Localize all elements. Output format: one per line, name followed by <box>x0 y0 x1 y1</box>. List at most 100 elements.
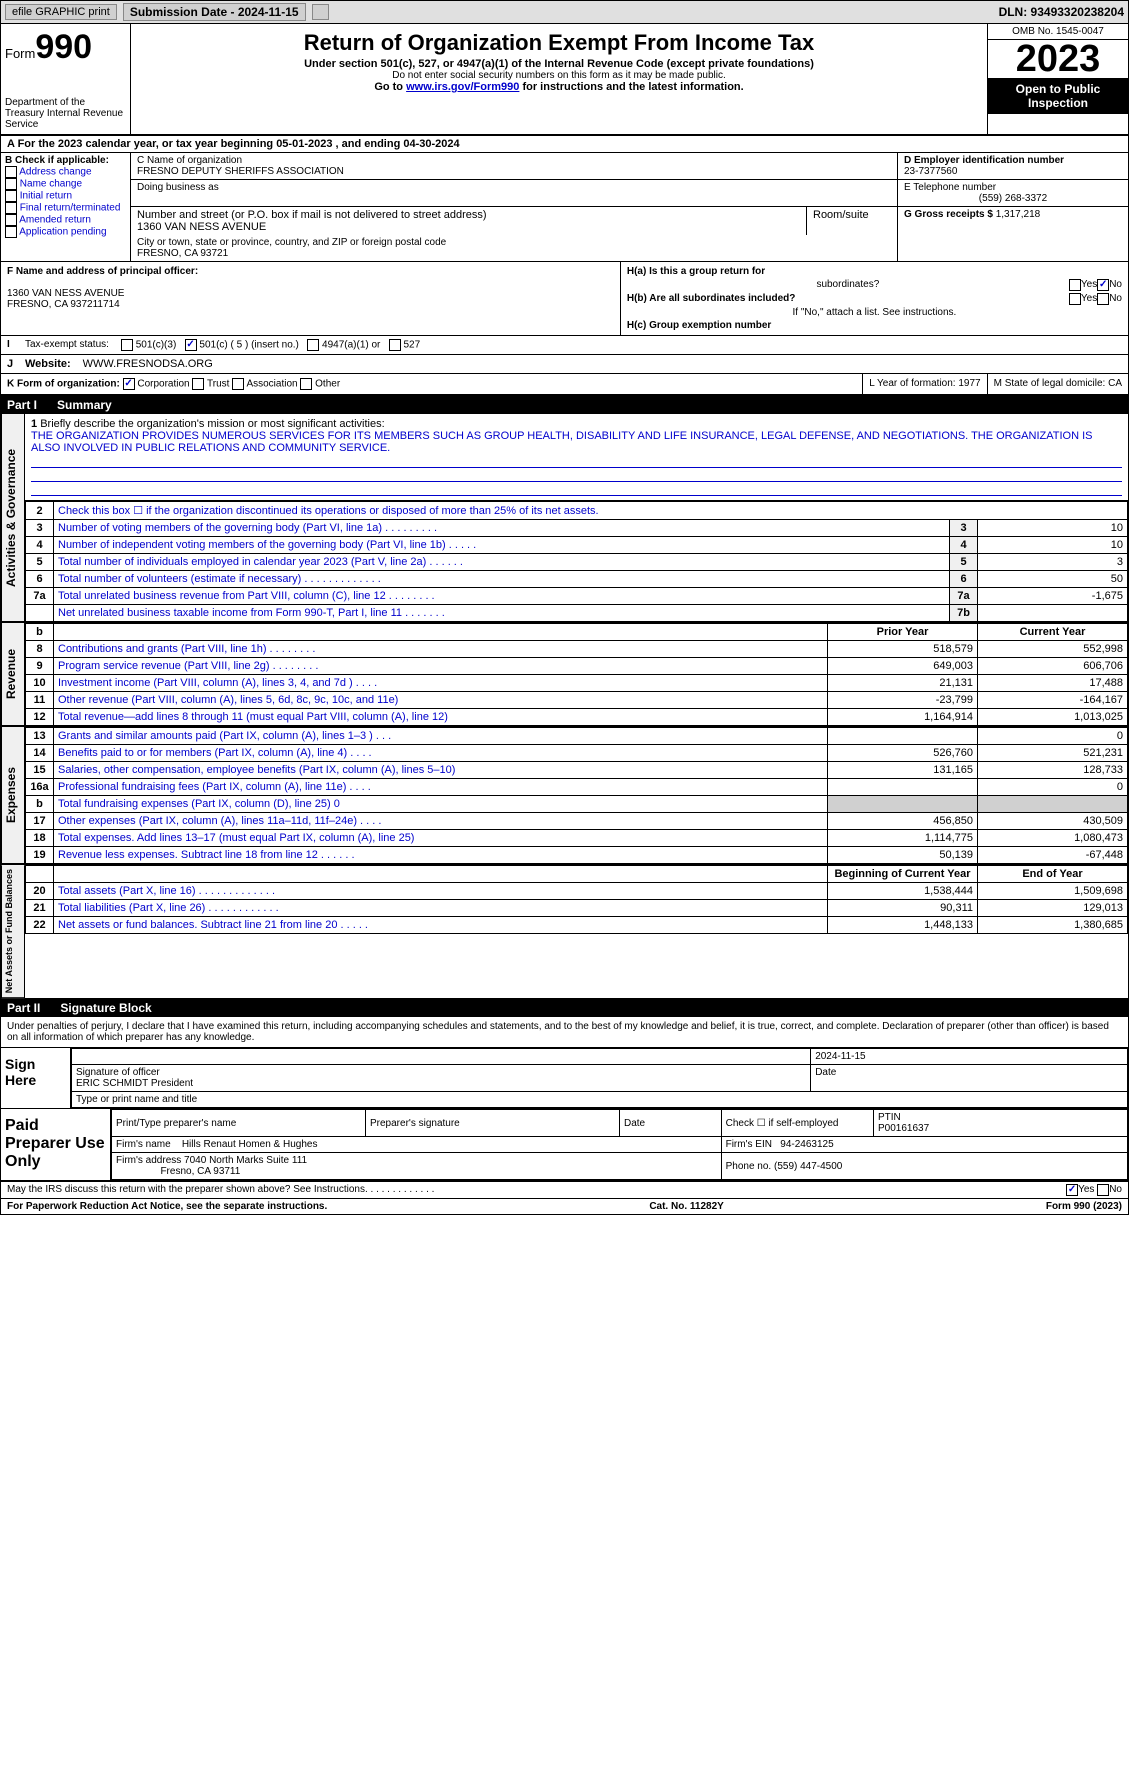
year-formation: L Year of formation: 1977 <box>862 374 986 394</box>
tax-year: 2023 <box>988 40 1128 78</box>
street: 1360 VAN NESS AVENUE <box>137 221 266 233</box>
form-header: Form990 Department of the Treasury Inter… <box>1 24 1128 136</box>
part1-header: Part I Summary <box>1 396 1128 414</box>
cb-501c[interactable]: ✓ <box>185 339 197 351</box>
mission: 1 Briefly describe the organization's mi… <box>25 414 1128 501</box>
discuss-row: May the IRS discuss this return with the… <box>1 1182 1128 1199</box>
cb-discuss-no[interactable] <box>1097 1184 1109 1196</box>
vtab-rev: Revenue <box>1 623 25 726</box>
table-row: 4Number of independent voting members of… <box>26 537 1128 554</box>
rev-section: Revenue bPrior YearCurrent Year 8Contrib… <box>1 623 1128 727</box>
table-row: 10Investment income (Part VIII, column (… <box>26 675 1128 692</box>
row-k: K Form of organization: ✓ Corporation Tr… <box>1 374 1128 396</box>
table-row: 17Other expenses (Part IX, column (A), l… <box>26 813 1128 830</box>
table-row: 19Revenue less expenses. Subtract line 1… <box>26 847 1128 864</box>
table-row: 7aTotal unrelated business revenue from … <box>26 588 1128 605</box>
table-row: 6Total number of volunteers (estimate if… <box>26 571 1128 588</box>
table-row: 20Total assets (Part X, line 16) . . . .… <box>26 883 1128 900</box>
cb-trust[interactable] <box>192 378 204 390</box>
website: WWW.FRESNODSA.ORG <box>77 355 219 373</box>
table-row: 16aProfessional fundraising fees (Part I… <box>26 779 1128 796</box>
cb-amended[interactable]: Amended return <box>5 214 126 226</box>
table-row: 2Check this box ☐ if the organization di… <box>26 502 1128 520</box>
subtitle1: Under section 501(c), 527, or 4947(a)(1)… <box>135 58 983 70</box>
table-row: 12Total revenue—add lines 8 through 11 (… <box>26 709 1128 726</box>
cb-initial-return[interactable]: Initial return <box>5 190 126 202</box>
table-row: 13Grants and similar amounts paid (Part … <box>26 728 1128 745</box>
table-row: 21Total liabilities (Part X, line 26) . … <box>26 900 1128 917</box>
section-bcd: B Check if applicable: Address change Na… <box>1 153 1128 262</box>
cb-ha-no[interactable]: ✓ <box>1097 279 1109 291</box>
row-i: I Tax-exempt status: 501(c)(3) ✓ 501(c) … <box>1 336 1128 355</box>
footer-line: For Paperwork Reduction Act Notice, see … <box>1 1199 1128 1214</box>
topbar: efile GRAPHIC print Submission Date - 20… <box>1 1 1128 24</box>
table-row: Net unrelated business taxable income fr… <box>26 605 1128 622</box>
part2-header: Part II Signature Block <box>1 999 1128 1017</box>
gross-receipts: 1,317,218 <box>996 209 1041 220</box>
paid-preparer: Paid Preparer Use Only Print/Type prepar… <box>1 1109 1128 1182</box>
form-prefix: Form <box>5 46 35 61</box>
prep-phone: (559) 447-4500 <box>774 1161 842 1172</box>
cb-address-change[interactable]: Address change <box>5 166 126 178</box>
open-inspection: Open to Public Inspection <box>988 78 1128 114</box>
line-a: A For the 2023 calendar year, or tax yea… <box>1 136 1128 153</box>
table-row: 8Contributions and grants (Part VIII, li… <box>26 641 1128 658</box>
cb-hb-no[interactable] <box>1097 293 1109 305</box>
efile-button[interactable]: efile GRAPHIC print <box>5 4 117 20</box>
gov-table: 2Check this box ☐ if the organization di… <box>25 501 1128 622</box>
dept-treasury: Department of the Treasury Internal Reve… <box>5 97 126 130</box>
cb-corp[interactable]: ✓ <box>123 378 135 390</box>
blank-button <box>312 4 329 20</box>
city: FRESNO, CA 93721 <box>137 248 228 259</box>
box-d: D Employer identification number23-73775… <box>898 153 1128 261</box>
table-row: 14Benefits paid to or for members (Part … <box>26 745 1128 762</box>
ptin: P00161637 <box>878 1123 929 1134</box>
table-row: 5Total number of individuals employed in… <box>26 554 1128 571</box>
table-row: 3Number of voting members of the governi… <box>26 520 1128 537</box>
cb-527[interactable] <box>389 339 401 351</box>
table-row: 18Total expenses. Add lines 13–17 (must … <box>26 830 1128 847</box>
org-name: FRESNO DEPUTY SHERIFFS ASSOCIATION <box>137 166 344 177</box>
firm-ein: 94-2463125 <box>780 1139 833 1150</box>
cb-assoc[interactable] <box>232 378 244 390</box>
irs-link[interactable]: www.irs.gov/Form990 <box>406 81 519 93</box>
table-row: 9Program service revenue (Part VIII, lin… <box>26 658 1128 675</box>
cb-4947[interactable] <box>307 339 319 351</box>
cb-ha-yes[interactable] <box>1069 279 1081 291</box>
cb-discuss-yes[interactable]: ✓ <box>1066 1184 1078 1196</box>
state-domicile: M State of legal domicile: CA <box>987 374 1128 394</box>
box-b: B Check if applicable: Address change Na… <box>1 153 131 261</box>
box-c: C Name of organizationFRESNO DEPUTY SHER… <box>131 153 898 261</box>
sig-declaration: Under penalties of perjury, I declare th… <box>1 1017 1128 1048</box>
table-row: 22Net assets or fund balances. Subtract … <box>26 917 1128 934</box>
section-fh: F Name and address of principal officer:… <box>1 262 1128 336</box>
form-title: Return of Organization Exempt From Incom… <box>135 30 983 56</box>
table-row: 15Salaries, other compensation, employee… <box>26 762 1128 779</box>
form-container: efile GRAPHIC print Submission Date - 20… <box>0 0 1129 1215</box>
cb-final-return[interactable]: Final return/terminated <box>5 202 126 214</box>
cb-app-pending[interactable]: Application pending <box>5 226 126 238</box>
phone: (559) 268-3372 <box>904 193 1122 204</box>
subtitle2: Do not enter social security numbers on … <box>135 70 983 81</box>
exp-table: 13Grants and similar amounts paid (Part … <box>25 727 1128 864</box>
vtab-gov: Activities & Governance <box>1 414 25 622</box>
cb-hb-yes[interactable] <box>1069 293 1081 305</box>
dln: DLN: 93493320238204 <box>999 5 1124 19</box>
cb-501c3[interactable] <box>121 339 133 351</box>
submission-date: Submission Date - 2024-11-15 <box>123 3 306 21</box>
subtitle3: Go to www.irs.gov/Form990 for instructio… <box>135 81 983 93</box>
vtab-exp: Expenses <box>1 727 25 864</box>
row-j: J Website: WWW.FRESNODSA.ORG <box>1 355 1128 374</box>
mission-text: THE ORGANIZATION PROVIDES NUMEROUS SERVI… <box>31 430 1092 454</box>
net-section: Net Assets or Fund Balances Beginning of… <box>1 865 1128 999</box>
cb-other[interactable] <box>300 378 312 390</box>
box-h: H(a) Is this a group return for subordin… <box>621 262 1128 335</box>
ein: 23-7377560 <box>904 166 957 177</box>
gov-section: Activities & Governance 1 Briefly descri… <box>1 414 1128 623</box>
cb-name-change[interactable]: Name change <box>5 178 126 190</box>
table-row: 11Other revenue (Part VIII, column (A), … <box>26 692 1128 709</box>
rev-table: bPrior YearCurrent Year 8Contributions a… <box>25 623 1128 726</box>
firm-name: Hills Renaut Homen & Hughes <box>182 1139 318 1150</box>
box-f: F Name and address of principal officer:… <box>1 262 621 335</box>
table-row: bTotal fundraising expenses (Part IX, co… <box>26 796 1128 813</box>
